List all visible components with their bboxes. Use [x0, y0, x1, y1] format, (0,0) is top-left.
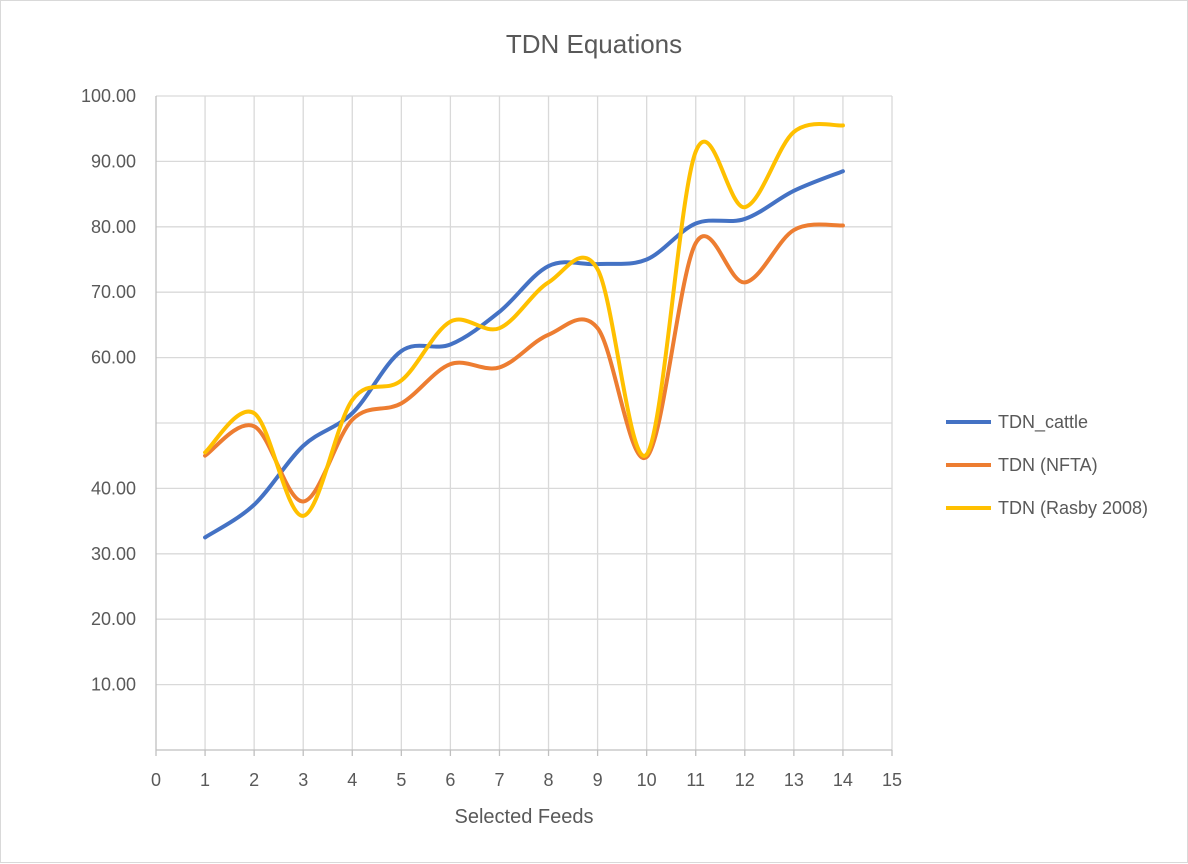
- series-line-1: [203, 222, 845, 504]
- data-point: [203, 450, 207, 454]
- x-tick-label: 3: [298, 770, 308, 790]
- x-axis-label: Selected Feeds: [455, 806, 594, 828]
- data-point: [399, 349, 403, 353]
- data-point: [497, 310, 501, 314]
- data-point: [497, 326, 501, 330]
- series-lines: [203, 122, 845, 540]
- y-tick-label: 20.00: [91, 609, 136, 629]
- data-point: [645, 258, 649, 262]
- data-point: [301, 514, 305, 518]
- axes: 10.00 20.00 30.00 40.00 60.00 70.00 80.00 90.00…: [81, 86, 902, 790]
- y-tick-label: 60.00: [91, 348, 136, 368]
- x-tick-label: 0: [151, 770, 161, 790]
- data-point: [841, 169, 845, 173]
- data-point: [350, 418, 354, 422]
- x-tick-label: 7: [494, 770, 504, 790]
- x-tick-label: 9: [593, 770, 603, 790]
- data-point: [547, 264, 551, 268]
- data-point: [596, 267, 600, 271]
- data-point: [841, 223, 845, 227]
- y-tick-label: 40.00: [91, 478, 136, 498]
- data-point: [792, 189, 796, 193]
- x-tick-label: 12: [735, 770, 755, 790]
- data-point: [792, 130, 796, 134]
- legend-label: TDN (Rasby 2008): [998, 498, 1148, 518]
- x-tick-label: 15: [882, 770, 902, 790]
- y-tick-label: 80.00: [91, 217, 136, 237]
- data-point: [743, 217, 747, 221]
- data-point: [497, 365, 501, 369]
- x-tick-label: 5: [396, 770, 406, 790]
- y-tick-label: 30.00: [91, 544, 136, 564]
- x-tick-label: 14: [833, 770, 853, 790]
- data-point: [694, 222, 698, 226]
- chart-title: TDN Equations: [506, 29, 682, 59]
- data-point: [252, 503, 256, 507]
- data-point: [301, 444, 305, 448]
- data-point: [547, 333, 551, 337]
- grid-lines: [156, 95, 893, 750]
- data-point: [350, 398, 354, 402]
- data-point: [743, 280, 747, 284]
- y-tick-label: 70.00: [91, 282, 136, 302]
- data-point: [448, 343, 452, 347]
- series-line-0: [203, 169, 845, 540]
- data-point: [301, 499, 305, 503]
- series-line-2: [203, 122, 845, 518]
- data-point: [645, 452, 649, 456]
- data-point: [841, 123, 845, 127]
- data-point: [203, 535, 207, 539]
- legend: TDN_cattle TDN (NFTA) TDN (Rasby 2008): [946, 412, 1148, 518]
- data-point: [448, 320, 452, 324]
- x-tick-label: 4: [347, 770, 357, 790]
- x-tick-label: 10: [637, 770, 657, 790]
- data-point: [252, 424, 256, 428]
- data-point: [448, 362, 452, 366]
- x-tick-label: 2: [249, 770, 259, 790]
- data-point: [399, 378, 403, 382]
- data-point: [252, 411, 256, 415]
- data-point: [743, 205, 747, 209]
- y-tick-label: 90.00: [91, 151, 136, 171]
- y-tick-label: 100.00: [81, 86, 136, 106]
- data-point: [547, 280, 551, 284]
- data-point: [694, 150, 698, 154]
- legend-label: TDN_cattle: [998, 412, 1088, 433]
- data-point: [399, 401, 403, 405]
- y-tick-label: 10.00: [91, 675, 136, 695]
- x-tick-label: 8: [544, 770, 554, 790]
- legend-label: TDN (NFTA): [998, 455, 1098, 475]
- data-point: [792, 228, 796, 232]
- x-tick-label: 1: [200, 770, 210, 790]
- x-tick-label: 11: [686, 770, 705, 790]
- x-tick-label: 13: [784, 770, 804, 790]
- data-point: [596, 326, 600, 330]
- data-point: [350, 411, 354, 415]
- data-point: [694, 241, 698, 245]
- x-tick-label: 6: [445, 770, 455, 790]
